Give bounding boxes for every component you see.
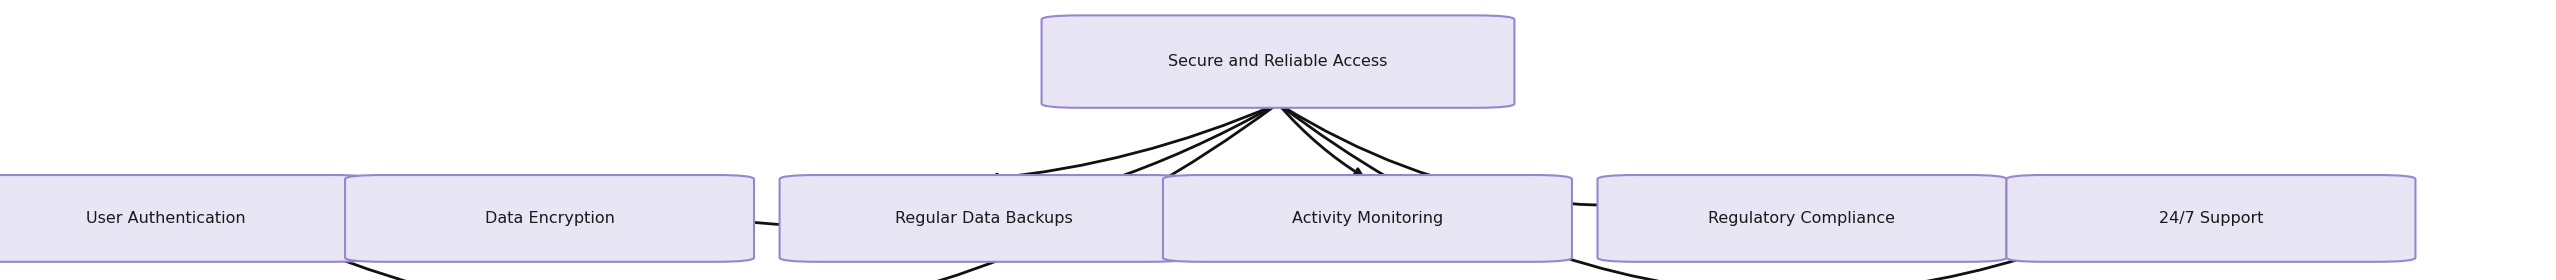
- Text: Regular Data Backups: Regular Data Backups: [895, 211, 1074, 226]
- FancyArrowPatch shape: [989, 105, 1275, 182]
- Text: Secure and Reliable Access: Secure and Reliable Access: [1168, 54, 1388, 69]
- Text: User Authentication: User Authentication: [87, 211, 245, 226]
- FancyBboxPatch shape: [1598, 175, 2006, 262]
- FancyArrowPatch shape: [555, 105, 1275, 226]
- Text: Data Encryption: Data Encryption: [486, 211, 613, 226]
- Text: Activity Monitoring: Activity Monitoring: [1291, 211, 1444, 226]
- FancyArrowPatch shape: [1281, 106, 1362, 176]
- Text: Regulatory Compliance: Regulatory Compliance: [1707, 211, 1897, 226]
- FancyBboxPatch shape: [0, 175, 371, 262]
- FancyBboxPatch shape: [1163, 175, 1572, 262]
- FancyArrowPatch shape: [171, 105, 1275, 280]
- FancyBboxPatch shape: [2006, 175, 2415, 262]
- FancyBboxPatch shape: [1043, 15, 1513, 108]
- FancyArrowPatch shape: [1281, 105, 1797, 206]
- Text: 24/7 Support: 24/7 Support: [2160, 211, 2262, 226]
- FancyBboxPatch shape: [780, 175, 1189, 262]
- FancyArrowPatch shape: [1281, 105, 2206, 280]
- FancyBboxPatch shape: [345, 175, 754, 262]
